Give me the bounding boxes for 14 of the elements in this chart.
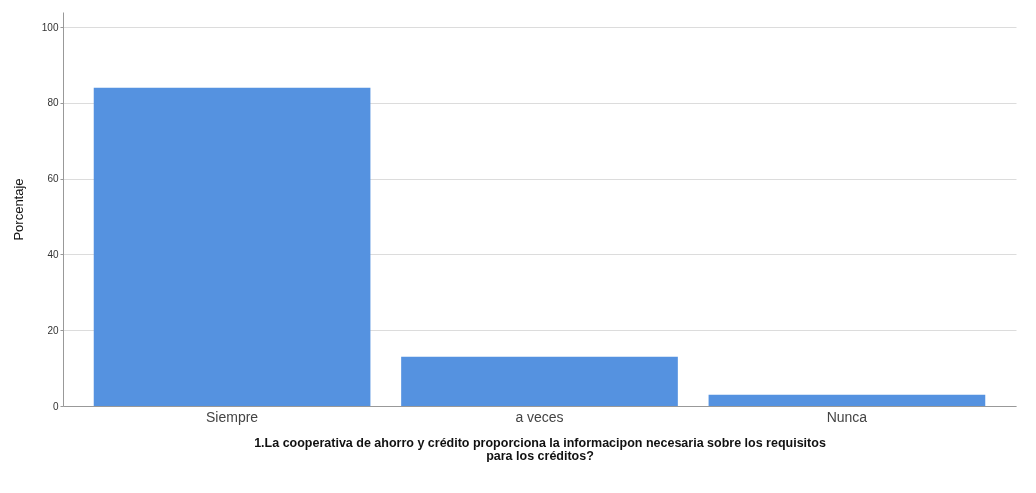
x-tick-label: a veces xyxy=(515,408,564,425)
x-axis-title: 1.La cooperativa de ahorro y crédito proporciona la informacipon necesaria sobre los requisitos para los créditos? xyxy=(254,435,826,463)
y-tick-label: 100 xyxy=(41,21,59,33)
y-tick-label: 0 xyxy=(52,400,59,412)
bar xyxy=(93,87,371,406)
bar xyxy=(708,394,986,406)
y-tick-label: 20 xyxy=(47,324,59,336)
x-tick-label: Nunca xyxy=(826,408,868,425)
y-axis-title: Porcentaje xyxy=(10,178,26,241)
y-tick-label: 60 xyxy=(47,173,59,185)
bar xyxy=(401,356,678,406)
x-tick-label: Siempre xyxy=(206,408,259,425)
y-tick-label: 80 xyxy=(47,97,59,109)
y-tick-label: 40 xyxy=(47,248,59,260)
